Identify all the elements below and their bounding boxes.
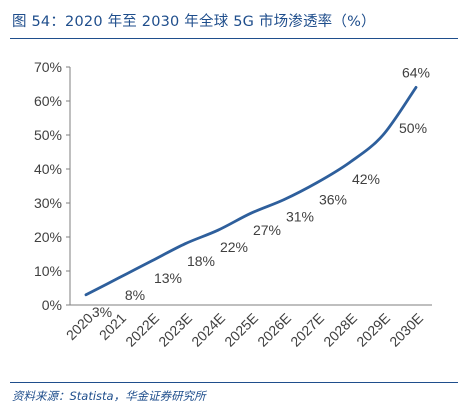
- footer-rule: [10, 382, 458, 383]
- figure-title: 图 54：2020 年至 2030 年全球 5G 市场渗透率（%）: [12, 14, 376, 30]
- series-line: [84, 86, 418, 297]
- y-tick-label: 0%: [42, 297, 62, 313]
- data-label: 42%: [352, 171, 380, 187]
- y-tick-label: 30%: [34, 195, 62, 211]
- y-tick-label: 40%: [34, 161, 62, 177]
- data-point: [249, 212, 253, 215]
- x-tick-label: 2022E: [122, 310, 162, 350]
- data-point: [282, 198, 286, 201]
- title-rule: [10, 38, 458, 39]
- data-point: [315, 181, 319, 184]
- x-tick-label: 2029E: [353, 310, 393, 350]
- data-label: 64%: [402, 64, 430, 80]
- data-label: 50%: [399, 120, 427, 136]
- data-point: [117, 276, 121, 279]
- x-tick-label: 2025E: [221, 310, 261, 350]
- y-tick-label: 50%: [34, 127, 62, 143]
- y-tick-label: 10%: [34, 263, 62, 279]
- data-point: [414, 86, 418, 89]
- data-label: 27%: [253, 222, 281, 238]
- data-label: 18%: [187, 253, 215, 269]
- x-tick-label: 2028E: [320, 310, 360, 350]
- data-point: [348, 161, 352, 164]
- y-axis: 0% 10% 20% 30% 40% 50% 60% 70%: [34, 59, 71, 313]
- x-tick-label: 2026E: [254, 310, 294, 350]
- source-note: 资料来源：Statista，华金证券研究所: [12, 389, 206, 403]
- data-label: 36%: [319, 192, 347, 208]
- data-point: [183, 242, 187, 245]
- data-label: 8%: [125, 287, 145, 303]
- data-label: 3%: [92, 304, 112, 320]
- series-area: [84, 86, 418, 297]
- data-labels: 3% 8% 13% 18% 22% 27% 31% 36% 42% 50% 64%: [92, 64, 430, 319]
- data-point: [381, 133, 385, 137]
- data-point: [150, 259, 154, 262]
- x-tick-label: 2027E: [287, 310, 327, 350]
- x-tick-label: 2024E: [188, 310, 228, 350]
- data-label: 31%: [286, 209, 314, 225]
- penetration-line-chart: 0% 10% 20% 30% 40% 50% 60% 70% 2020 20212022E202…: [34, 59, 432, 350]
- y-tick-label: 70%: [34, 59, 62, 75]
- data-point: [216, 229, 220, 232]
- x-tick-label: 2023E: [155, 310, 195, 350]
- y-tick-label: 60%: [34, 93, 62, 109]
- x-tick-label: 2030E: [386, 310, 426, 350]
- y-tick-label: 20%: [34, 229, 62, 245]
- data-label: 13%: [154, 270, 182, 286]
- data-point: [84, 293, 88, 296]
- data-label: 22%: [220, 239, 248, 255]
- x-axis: 2020 20212022E2023E2024E2025E2026E2027E20…: [63, 304, 432, 350]
